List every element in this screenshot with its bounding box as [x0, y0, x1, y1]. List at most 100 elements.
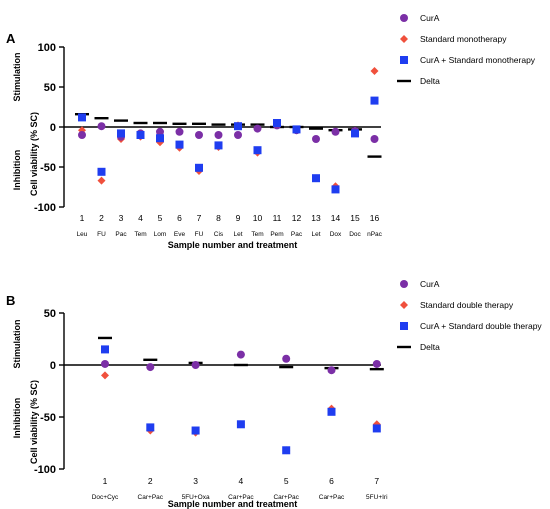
x-treatment-label: Pac	[291, 231, 303, 238]
series-cura	[101, 351, 381, 375]
x-tick-label: 16	[370, 213, 380, 223]
x-axis-title: Sample number and treatment	[168, 240, 298, 250]
legend-swatch-square	[400, 56, 408, 64]
x-tick-label: 2	[148, 476, 153, 486]
data-point-square	[192, 427, 200, 435]
y-axis-title: Cell viability (% SC)	[29, 380, 39, 464]
data-point-square	[273, 119, 281, 127]
data-point-square	[254, 146, 262, 154]
data-point-square	[293, 125, 301, 133]
data-point-square	[328, 408, 336, 416]
data-point-circle	[176, 128, 184, 136]
legend-label: CurA	[420, 13, 440, 23]
x-treatment-label: Tem	[251, 231, 263, 238]
y-tick-label: 0	[50, 122, 56, 134]
x-treatment-label: FU	[195, 231, 204, 238]
data-point-circle	[312, 135, 320, 143]
x-treatment-label: Tem	[134, 231, 146, 238]
y-tick-label: -50	[40, 412, 56, 424]
y-tick-label: -100	[34, 464, 56, 476]
data-point-square	[176, 141, 184, 149]
x-treatment-label: Car+Pac	[319, 494, 345, 501]
x-tick-label: 6	[177, 213, 182, 223]
data-point-circle	[332, 128, 340, 136]
panel-label: B	[6, 293, 15, 308]
y-axis-title: Cell viability (% SC)	[29, 112, 39, 196]
data-point-square	[146, 423, 154, 431]
y-tick-label: 0	[50, 360, 56, 372]
x-tick-label: 12	[292, 213, 302, 223]
legend-label: CurA + Standard double therapy	[420, 321, 542, 331]
x-treatment-label: FU	[97, 231, 106, 238]
x-tick-label: 10	[253, 213, 263, 223]
legend-label: Delta	[420, 342, 440, 352]
x-tick-label: 14	[331, 213, 341, 223]
legend-swatch-circle	[400, 14, 408, 22]
x-treatment-label: 5FU+Iri	[366, 494, 388, 501]
x-tick-label: 4	[138, 213, 143, 223]
panel-b: B500-50-100StimulationCell viability (% …	[6, 279, 542, 509]
legend-swatch-diamond	[400, 35, 408, 43]
data-point-square	[101, 345, 109, 353]
panel-label: A	[6, 31, 16, 46]
legend-swatch-square	[400, 322, 408, 330]
x-treatment-label: Eve	[174, 231, 186, 238]
data-point-square	[332, 185, 340, 193]
x-treatment-label: nPac	[367, 231, 383, 238]
x-treatment-label: Pem	[270, 231, 283, 238]
x-tick-label: 3	[119, 213, 124, 223]
x-tick-label: 5	[284, 476, 289, 486]
x-tick-label: 1	[103, 476, 108, 486]
x-treatment-label: Pac	[115, 231, 127, 238]
data-point-square	[312, 174, 320, 182]
x-treatment-label: Dox	[330, 231, 342, 238]
x-treatment-label: Doc+Cyc	[92, 494, 119, 501]
panel-a: A 100 50 0 -50 -100 Stimulation Cell viability …	[6, 13, 536, 250]
legend-label: CurA	[420, 279, 440, 289]
data-point-circle	[328, 366, 336, 374]
data-point-diamond	[98, 177, 106, 185]
y-label-inhibition: Inhibition	[12, 398, 22, 439]
x-tick-label: 9	[236, 213, 241, 223]
data-point-square	[117, 129, 125, 137]
x-tick-label: 5	[158, 213, 163, 223]
data-point-diamond	[371, 67, 379, 75]
x-tick-label: 7	[197, 213, 202, 223]
x-tick-label: 8	[216, 213, 221, 223]
data-point-square	[195, 164, 203, 172]
data-point-square	[78, 113, 86, 121]
x-treatment-label: Let	[311, 231, 320, 238]
data-point-square	[351, 129, 359, 137]
data-point-square	[98, 168, 106, 176]
legend-swatch-circle	[400, 280, 408, 288]
y-label-stimulation: Stimulation	[12, 53, 22, 102]
data-point-circle	[254, 125, 262, 133]
data-point-circle	[101, 360, 109, 368]
series-cura-standard-double-therapy	[101, 345, 381, 454]
x-treatment-label: Lom	[154, 231, 167, 238]
y-tick-label: 50	[44, 308, 56, 320]
legend-label: Delta	[420, 76, 440, 86]
x-tick-label: 3	[193, 476, 198, 486]
data-point-square	[373, 424, 381, 432]
data-point-diamond	[101, 371, 109, 379]
x-tick-label: 2	[99, 213, 104, 223]
y-tick-label: 100	[38, 42, 56, 54]
x-tick-label: 11	[273, 213, 282, 223]
data-point-circle	[237, 351, 245, 359]
data-point-circle	[373, 360, 381, 368]
legend-swatch-diamond	[400, 301, 408, 309]
data-point-circle	[215, 131, 223, 139]
x-tick-label: 4	[239, 476, 244, 486]
series-standard-double-therapy	[101, 371, 381, 454]
data-point-circle	[146, 363, 154, 371]
x-treatment-label: Leu	[77, 231, 88, 238]
x-treatment-label: Let	[233, 231, 242, 238]
x-tick-label: 7	[374, 476, 379, 486]
data-point-circle	[98, 122, 106, 130]
x-treatment-label: Car+Pac	[138, 494, 164, 501]
x-tick-label: 13	[311, 213, 321, 223]
data-point-circle	[195, 131, 203, 139]
y-tick-label: 50	[44, 82, 56, 94]
